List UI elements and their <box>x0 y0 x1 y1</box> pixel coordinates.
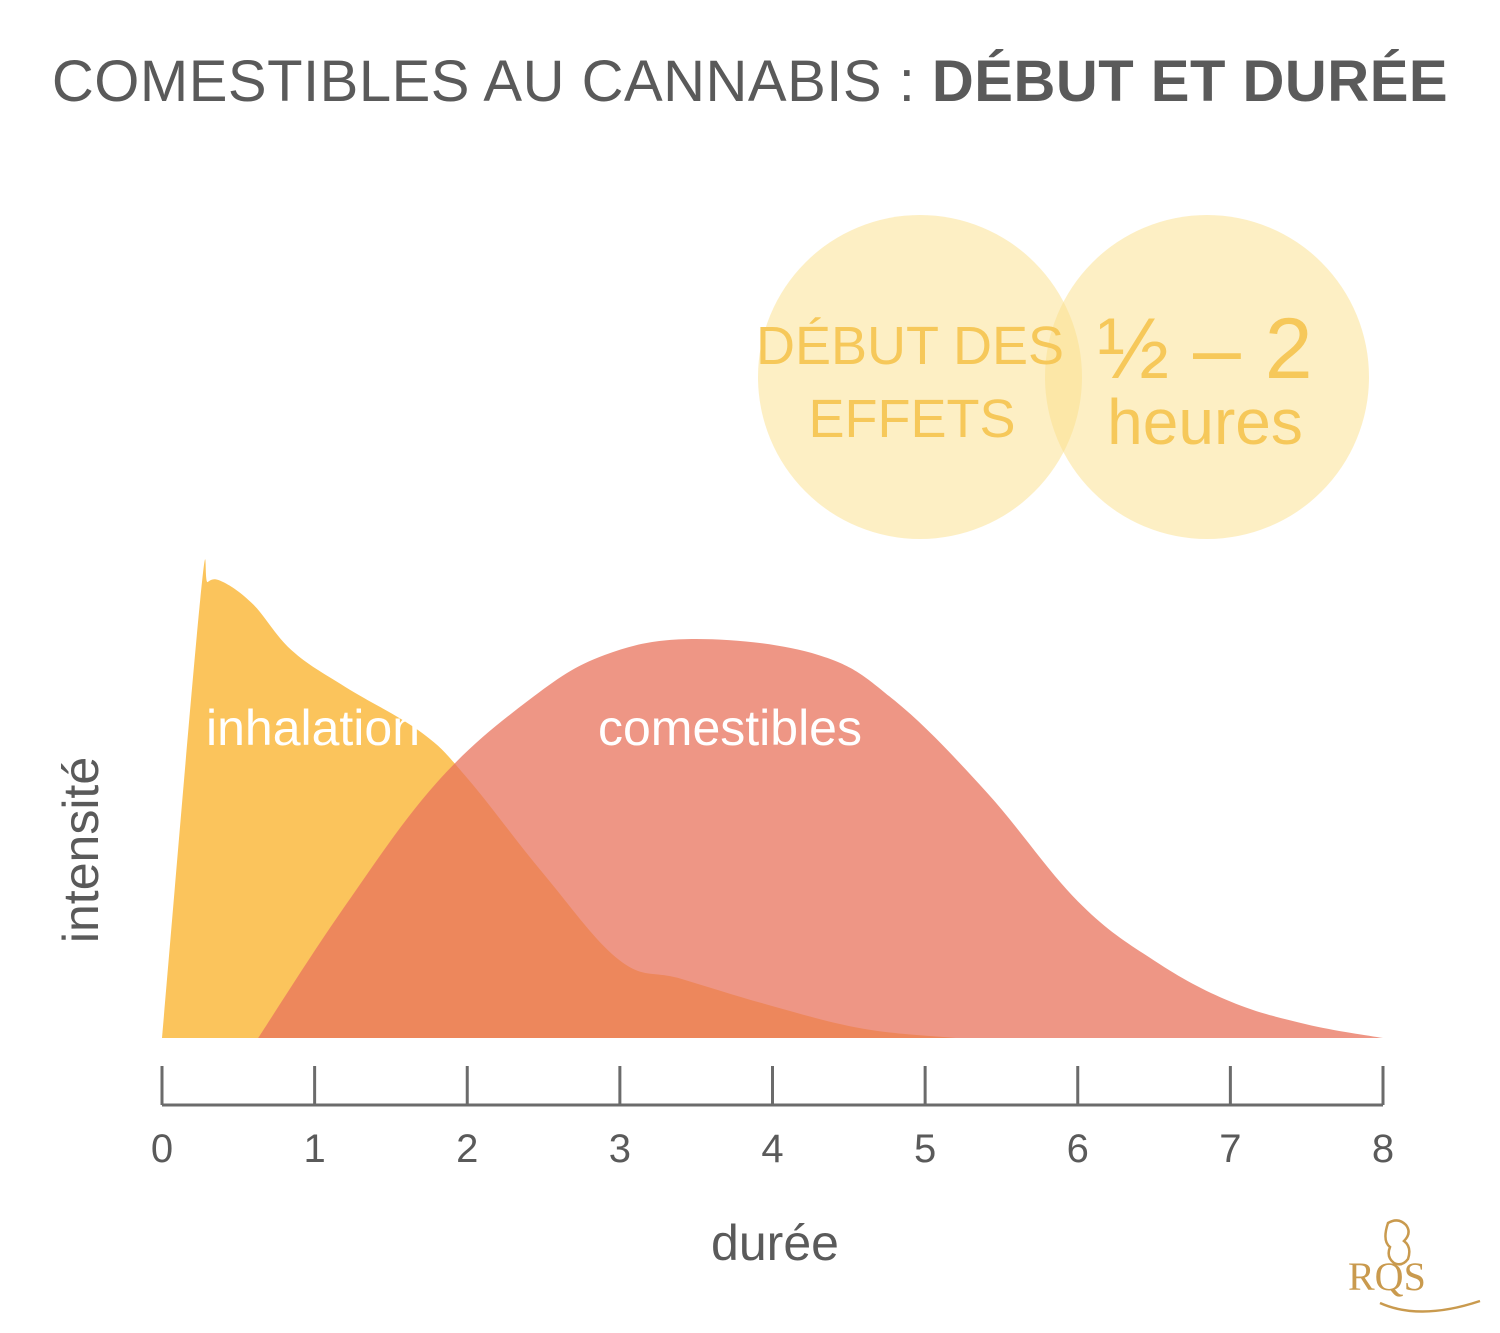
callout-onset-line1: DÉBUT DES <box>756 316 1064 376</box>
x-tick-label-4: 4 <box>761 1127 783 1171</box>
title-bold: DÉBUT ET DURÉE <box>931 49 1449 114</box>
x-tick-label-6: 6 <box>1067 1127 1089 1171</box>
x-tick-label-7: 7 <box>1219 1127 1241 1171</box>
onset-callout: DÉBUT DES EFFETS ½ – 2 heures <box>756 215 1369 539</box>
rqs-logo: RQS <box>1348 1219 1481 1313</box>
callout-duration-value: ½ – 2 <box>1097 301 1312 397</box>
callout-duration-unit: heures <box>1107 386 1303 458</box>
x-axis-ticks: 0 1 2 3 4 5 6 7 8 <box>151 1066 1394 1171</box>
x-tick-label-3: 3 <box>609 1127 631 1171</box>
plot-areas <box>162 559 1383 1038</box>
callout-circle-right <box>1045 215 1369 539</box>
title-regular: COMESTIBLES AU CANNABIS : <box>51 49 932 114</box>
y-axis-label: intensité <box>53 757 109 943</box>
x-tick-label-5: 5 <box>914 1127 936 1171</box>
x-tick-label-2: 2 <box>456 1127 478 1171</box>
x-tick-label-8: 8 <box>1372 1127 1394 1171</box>
series-label-inhalation: inhalation <box>206 700 420 756</box>
x-tick-label-1: 1 <box>304 1127 326 1171</box>
callout-circle-left <box>758 215 1082 539</box>
callout-onset-line2: EFFETS <box>808 389 1015 449</box>
series-label-comestibles: comestibles <box>598 700 862 756</box>
x-tick-label-0: 0 <box>151 1127 173 1171</box>
logo-swoosh <box>1379 1299 1481 1313</box>
x-axis-label: durée <box>711 1215 839 1271</box>
lion-crest-icon <box>1384 1219 1411 1266</box>
x-axis: 0 1 2 3 4 5 6 7 8 durée <box>151 1066 1394 1271</box>
chart-title: COMESTIBLES AU CANNABIS : DÉBUT ET DURÉE <box>0 48 1500 115</box>
area-comestibles <box>258 639 1383 1038</box>
logo-text: RQS <box>1348 1254 1426 1299</box>
